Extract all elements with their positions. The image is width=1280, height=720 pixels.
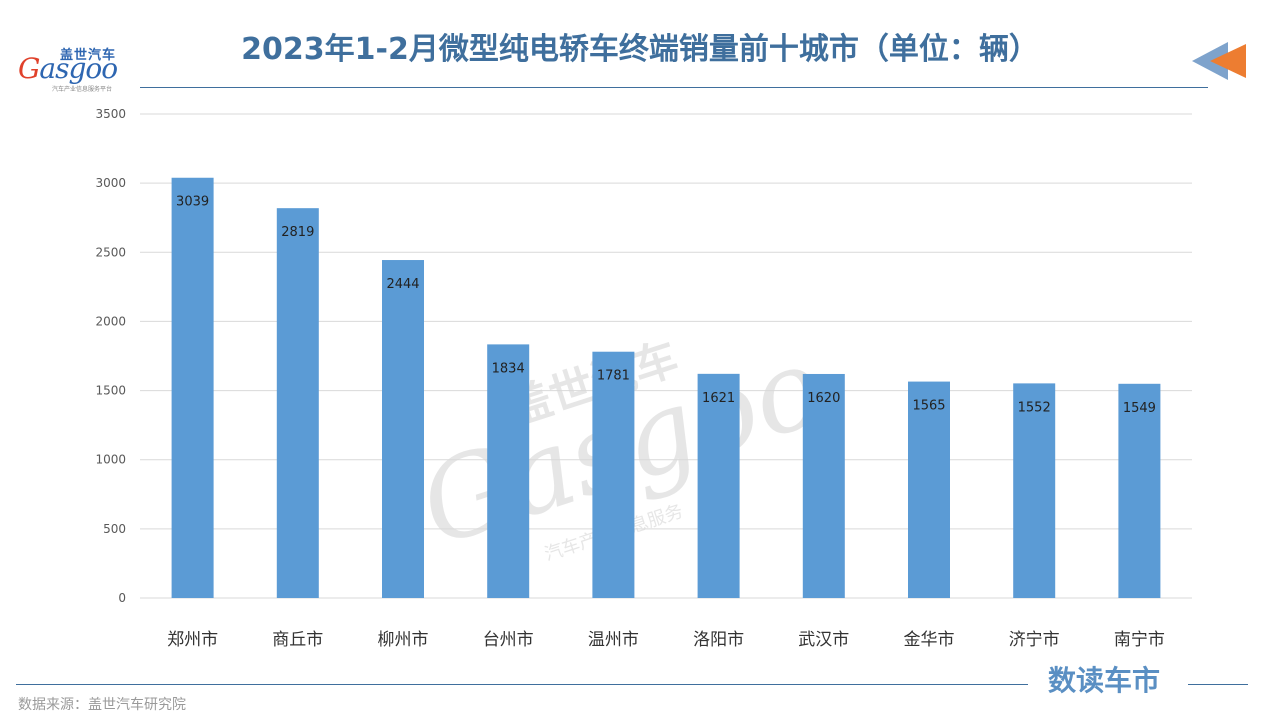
y-tick-label: 500	[103, 522, 126, 536]
x-tick-label: 商丘市	[272, 630, 323, 650]
footer-divider-left	[16, 684, 1028, 685]
logo-en-rest: asgoo	[39, 52, 118, 85]
brand-label: 数读车市	[1048, 664, 1161, 697]
arrow-orange-shape	[1210, 44, 1246, 78]
x-tick-label: 郑州市	[167, 630, 218, 650]
x-tick-label: 南宁市	[1114, 630, 1165, 650]
y-tick-label: 1500	[95, 384, 126, 398]
x-tick-label: 温州市	[588, 630, 639, 650]
bar	[276, 208, 319, 598]
data-label: 3039	[176, 195, 209, 210]
bar	[1118, 383, 1161, 598]
page-title: 2023年1-2月微型纯电轿车终端销量前十城市（单位：辆）	[241, 32, 1039, 67]
y-tick-label: 1000	[95, 453, 126, 467]
logo-en-initial: G	[18, 52, 40, 85]
back-arrow-icon	[1192, 42, 1246, 80]
y-tick-label: 3500	[95, 107, 126, 121]
bar	[171, 177, 214, 599]
footer-divider-right	[1188, 684, 1248, 685]
data-label: 1620	[807, 391, 840, 406]
gasgoo-logo: 盖世汽车 Gasgoo 汽车产业信息服务平台	[18, 44, 138, 94]
data-source: 数据来源：盖世汽车研究院	[18, 697, 186, 713]
bar	[382, 260, 424, 598]
data-label: 1834	[492, 361, 525, 376]
bar	[592, 351, 635, 598]
logo-cn-text: 盖世汽车	[60, 48, 117, 63]
data-label: 1621	[702, 391, 735, 406]
bar	[697, 373, 740, 598]
y-tick-label: 2500	[95, 245, 126, 259]
data-label: 1565	[912, 399, 945, 414]
bar	[908, 381, 950, 598]
title-divider	[140, 87, 1208, 88]
bar	[1013, 383, 1056, 598]
x-tick-label: 台州市	[483, 630, 534, 650]
x-tick-label: 金华市	[904, 630, 955, 650]
data-label: 1552	[1018, 400, 1051, 415]
y-tick-label: 0	[118, 591, 126, 605]
data-label: 1781	[597, 369, 630, 384]
bar	[802, 373, 845, 598]
data-label: 1549	[1123, 401, 1156, 416]
x-tick-label: 武汉市	[798, 630, 849, 650]
y-tick-label: 2000	[95, 314, 126, 328]
data-label: 2444	[386, 277, 419, 292]
logo-en-text: Gasgoo	[18, 52, 118, 85]
y-tick-label: 3000	[95, 176, 126, 190]
bar	[487, 344, 530, 598]
x-tick-label: 柳州市	[378, 630, 429, 650]
logo-tagline: 汽车产业信息服务平台	[52, 86, 113, 93]
data-label: 2819	[281, 225, 314, 240]
x-tick-label: 济宁市	[1009, 630, 1060, 650]
x-tick-label: 洛阳市	[693, 630, 744, 650]
